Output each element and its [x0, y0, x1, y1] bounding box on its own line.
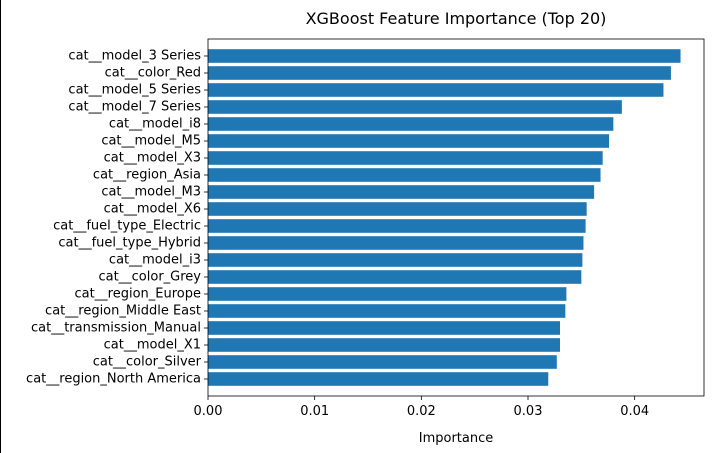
- x-tick-label: 0.04: [620, 404, 649, 419]
- chart-title: XGBoost Feature Importance (Top 20): [306, 9, 607, 28]
- y-tick-label: cat__model_M5: [101, 134, 201, 149]
- y-tick-label: cat__model_M3: [101, 185, 201, 200]
- x-tick-label: 0.01: [300, 404, 329, 419]
- bar: [208, 253, 583, 267]
- bar: [208, 338, 560, 352]
- bar: [208, 372, 549, 386]
- bar: [208, 185, 595, 199]
- x-axis-label: Importance: [419, 431, 494, 446]
- x-tick-label: 0.02: [407, 404, 436, 419]
- bars-group: [208, 49, 681, 386]
- y-tick-label: cat__region_Asia: [93, 168, 201, 183]
- bar: [208, 304, 566, 318]
- axes-group: cat__model_3 Series cat__color_Red cat__mo…: [26, 38, 705, 419]
- y-tick-label: cat__model_X3: [104, 151, 201, 166]
- y-tick-label: cat__color_Red: [105, 66, 201, 81]
- x-tick-label: 0.00: [194, 404, 223, 419]
- bar: [208, 100, 622, 114]
- y-tick-label: cat__color_Grey: [98, 270, 201, 285]
- plot-frame: [207, 38, 705, 397]
- y-tick-label: cat__transmission_Manual: [31, 321, 201, 336]
- bar: [208, 202, 587, 216]
- bar: [208, 66, 671, 80]
- bar: [208, 287, 567, 301]
- bar: [208, 151, 603, 165]
- bar: [208, 49, 681, 63]
- y-tick-label: cat__region_North America: [26, 372, 201, 387]
- y-tick-label: cat__model_i3: [109, 253, 201, 268]
- y-tick-label: cat__model_3 Series: [68, 49, 201, 64]
- y-tick-label: cat__region_Middle East: [45, 304, 201, 319]
- x-tick-label: 0.03: [514, 404, 543, 419]
- bar: [208, 168, 601, 182]
- bar: [208, 355, 557, 369]
- y-tick-label: cat__region_Europe: [74, 287, 201, 302]
- y-tick-label: cat__model_7 Series: [68, 100, 201, 115]
- y-tick-label: cat__model_5 Series: [68, 83, 201, 98]
- y-tick-label: cat__model_i8: [109, 117, 201, 132]
- bar: [208, 117, 614, 131]
- bar: [208, 134, 610, 148]
- y-tick-label: cat__model_X1: [104, 338, 201, 353]
- y-tick-label: cat__fuel_type_Hybrid: [58, 236, 201, 251]
- y-tick-label: cat__color_Silver: [93, 355, 202, 370]
- bar: [208, 321, 560, 335]
- y-tick-label: cat__model_X6: [104, 202, 201, 217]
- bar: [208, 83, 664, 97]
- bar: [208, 270, 582, 284]
- y-tick-label: cat__fuel_type_Electric: [53, 219, 201, 234]
- bar: [208, 219, 586, 233]
- bar: [208, 236, 584, 250]
- window-edge-line: [0, 0, 1, 453]
